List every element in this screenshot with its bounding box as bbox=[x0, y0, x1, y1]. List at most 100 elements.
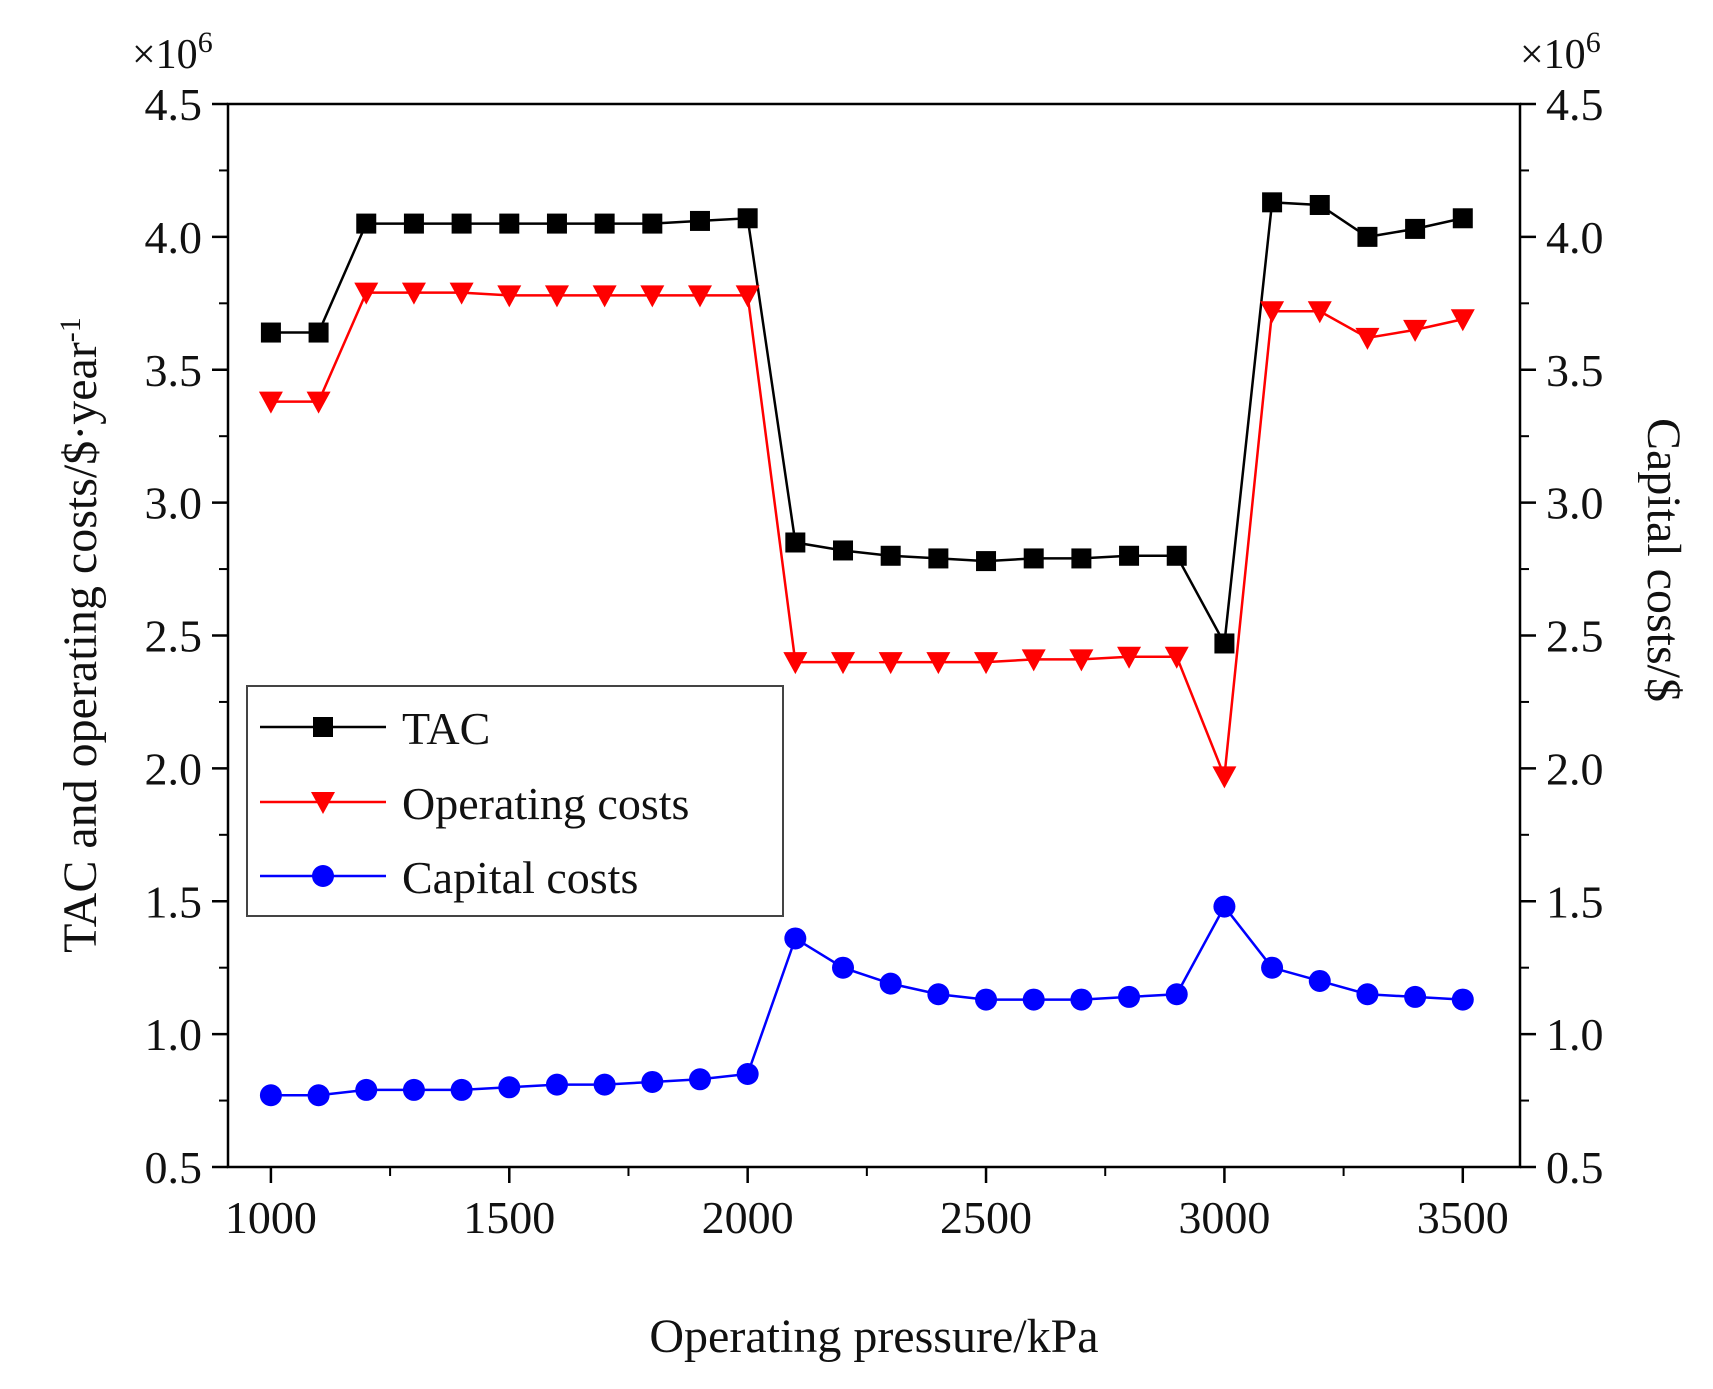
data-point-operating-costs bbox=[783, 652, 808, 675]
data-point-tac bbox=[451, 213, 472, 234]
data-point-tac bbox=[737, 208, 758, 229]
y-left-tick-label: 1.5 bbox=[145, 876, 203, 927]
data-point-operating-costs bbox=[735, 285, 760, 308]
data-point-capital-costs bbox=[1118, 985, 1141, 1008]
data-point-tac bbox=[1071, 548, 1092, 569]
data-point-tac bbox=[1357, 226, 1378, 247]
y-right-tick-label: 2.5 bbox=[1546, 611, 1604, 662]
data-point-tac bbox=[689, 210, 710, 231]
legend-label-tac: TAC bbox=[402, 703, 490, 754]
data-point-operating-costs bbox=[687, 285, 712, 308]
data-point-capital-costs bbox=[1261, 956, 1284, 979]
data-point-tac bbox=[1405, 218, 1426, 239]
data-point-operating-costs bbox=[831, 652, 856, 675]
y-axis-title-right: Capital costs/$ bbox=[1637, 418, 1690, 702]
data-point-tac bbox=[499, 213, 520, 234]
y-right-tick-label: 1.5 bbox=[1546, 876, 1604, 927]
data-point-capital-costs bbox=[688, 1068, 711, 1091]
series-capital-costs bbox=[259, 895, 1474, 1107]
data-point-operating-costs bbox=[1307, 301, 1332, 324]
y-right-tick-label: 2.0 bbox=[1546, 743, 1604, 794]
legend-item-tac: TAC bbox=[260, 703, 490, 754]
legend-label-operating-costs: Operating costs bbox=[402, 778, 689, 829]
data-point-operating-costs bbox=[1021, 649, 1046, 672]
data-point-operating-costs bbox=[592, 285, 617, 308]
data-point-tac bbox=[928, 548, 949, 569]
data-point-tac bbox=[403, 213, 424, 234]
series-layer bbox=[258, 192, 1475, 1107]
tick-labels: 1000 1500 2000 2500 3000 3500 0.5 0.5 1.0 1.0 1.5 1… bbox=[145, 79, 1604, 1243]
data-point-operating-costs bbox=[449, 282, 474, 305]
data-point-operating-costs bbox=[640, 285, 665, 308]
x-tick-label: 1500 bbox=[463, 1192, 555, 1243]
data-point-operating-costs bbox=[1117, 646, 1142, 669]
x-tick-label: 2500 bbox=[940, 1192, 1032, 1243]
data-point-capital-costs bbox=[593, 1073, 616, 1096]
data-point-operating-costs bbox=[401, 282, 426, 305]
data-point-capital-costs bbox=[402, 1078, 425, 1101]
legend-item-operating-costs: Operating costs bbox=[260, 778, 689, 829]
data-point-operating-costs bbox=[1403, 319, 1428, 342]
series-line-operating-costs bbox=[270, 291, 1464, 777]
data-point-tac bbox=[260, 322, 281, 343]
data-point-capital-costs bbox=[879, 972, 902, 995]
y-right-tick-label: 1.0 bbox=[1546, 1009, 1604, 1060]
ticks bbox=[212, 102, 1536, 1183]
legend-marker-tac bbox=[313, 717, 333, 737]
y-right-tick-label: 0.5 bbox=[1546, 1142, 1604, 1193]
data-point-capital-costs bbox=[832, 956, 855, 979]
x-tick-label: 3000 bbox=[1178, 1192, 1270, 1243]
data-point-operating-costs bbox=[1069, 649, 1094, 672]
series-tac bbox=[260, 192, 1473, 654]
left-multiplier: ×106 bbox=[132, 26, 213, 78]
data-point-operating-costs bbox=[354, 282, 379, 305]
x-tick-label: 1000 bbox=[225, 1192, 317, 1243]
data-point-capital-costs bbox=[1070, 988, 1093, 1011]
legend-marker-capital-costs bbox=[312, 865, 334, 887]
data-point-tac bbox=[642, 213, 663, 234]
x-tick-label: 3500 bbox=[1417, 1192, 1509, 1243]
data-point-tac bbox=[308, 322, 329, 343]
data-point-tac bbox=[1119, 545, 1140, 566]
legend-label-capital-costs: Capital costs bbox=[402, 852, 638, 903]
y-right-tick-label: 3.5 bbox=[1546, 345, 1604, 396]
data-point-tac bbox=[1166, 545, 1187, 566]
data-point-capital-costs bbox=[498, 1076, 521, 1099]
data-point-tac bbox=[880, 545, 901, 566]
data-point-operating-costs bbox=[1260, 301, 1285, 324]
data-point-tac bbox=[1309, 194, 1330, 215]
series-line-tac bbox=[270, 201, 1464, 648]
data-point-operating-costs bbox=[497, 285, 522, 308]
data-point-capital-costs bbox=[307, 1084, 330, 1107]
legend: TAC Operating costs Capital costs bbox=[246, 685, 784, 917]
data-point-tac bbox=[1023, 548, 1044, 569]
data-point-capital-costs bbox=[355, 1078, 378, 1101]
data-point-capital-costs bbox=[1451, 988, 1474, 1011]
x-axis-title: Operating pressure/kPa bbox=[649, 1310, 1098, 1363]
y-left-tick-label: 4.0 bbox=[145, 212, 203, 263]
data-point-tac bbox=[976, 551, 997, 572]
data-point-operating-costs bbox=[1450, 309, 1475, 332]
data-point-capital-costs bbox=[641, 1070, 664, 1093]
data-point-operating-costs bbox=[1164, 646, 1189, 669]
data-point-capital-costs bbox=[784, 927, 807, 950]
data-point-operating-costs bbox=[544, 285, 569, 308]
y-axis-title-left: TAC and operating costs/$·year-1 bbox=[54, 317, 107, 953]
data-point-operating-costs bbox=[974, 652, 999, 675]
data-point-capital-costs bbox=[736, 1062, 759, 1085]
data-point-capital-costs bbox=[975, 988, 998, 1011]
data-point-operating-costs bbox=[306, 391, 331, 414]
series-operating-costs bbox=[258, 282, 1475, 789]
y-left-tick-label: 3.0 bbox=[145, 478, 203, 529]
data-point-tac bbox=[546, 213, 567, 234]
data-point-operating-costs bbox=[258, 391, 283, 414]
data-point-capital-costs bbox=[927, 983, 950, 1006]
data-point-capital-costs bbox=[259, 1084, 282, 1107]
data-point-capital-costs bbox=[1308, 969, 1331, 992]
plot-frame bbox=[226, 102, 1522, 1169]
data-point-tac bbox=[1452, 208, 1473, 229]
right-multiplier: ×106 bbox=[1520, 26, 1601, 78]
y-left-tick-label: 1.0 bbox=[145, 1009, 203, 1060]
data-point-capital-costs bbox=[1356, 983, 1379, 1006]
